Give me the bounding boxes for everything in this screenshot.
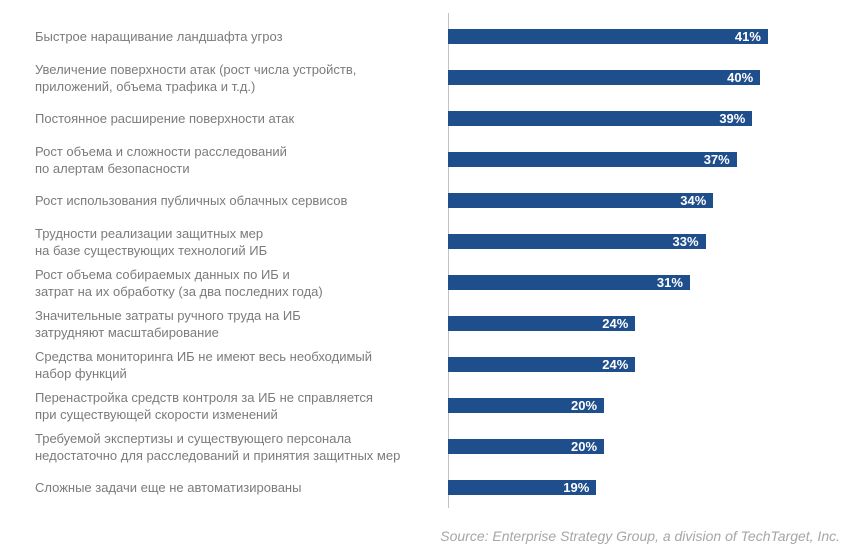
bar-row: Рост объема собираемых данных по ИБ и за… (0, 262, 846, 303)
bar-area: 39% (448, 111, 846, 126)
bar: 24% (448, 357, 636, 372)
bar-area: 37% (448, 152, 846, 167)
bar-row: Средства мониторинга ИБ не имеют весь не… (0, 344, 846, 385)
category-label: Рост использования публичных облачных се… (35, 193, 348, 208)
value-label: 34% (680, 193, 707, 208)
bar: 39% (448, 111, 753, 126)
value-label: 31% (656, 275, 683, 290)
bar-area: 40% (448, 70, 846, 85)
bar: 40% (448, 70, 761, 85)
bar: 19% (448, 480, 597, 495)
bar-row: Сложные задачи еще не автоматизированы 1… (0, 467, 846, 508)
category-label: Средства мониторинга ИБ не имеют весь не… (35, 348, 373, 381)
bar: 34% (448, 193, 714, 208)
bar-area: 20% (448, 439, 846, 454)
value-label: 39% (719, 111, 746, 126)
bar-area: 34% (448, 193, 846, 208)
value-label: 24% (602, 357, 629, 372)
value-label: 41% (734, 29, 761, 44)
category-label: Трудности реализации защитных мер на баз… (35, 225, 268, 258)
bar-row: Рост использования публичных облачных се… (0, 180, 846, 221)
category-label: Сложные задачи еще не автоматизированы (35, 480, 302, 495)
bar: 31% (448, 275, 690, 290)
value-label: 33% (672, 234, 699, 249)
bar-row: Требуемой экспертизы и существующего пер… (0, 426, 846, 467)
category-label: Рост объема и сложности расследований по… (35, 143, 287, 176)
category-label: Значительные затраты ручного труда на ИБ… (35, 307, 301, 340)
bar-row: Рост объема и сложности расследований по… (0, 139, 846, 180)
value-label: 19% (563, 480, 590, 495)
category-label: Перенастройка средств контроля за ИБ не … (35, 389, 373, 422)
bar-row: Значительные затраты ручного труда на ИБ… (0, 303, 846, 344)
bar: 33% (448, 234, 706, 249)
bar: 20% (448, 398, 605, 413)
bar: 41% (448, 29, 768, 44)
bar-chart: Быстрое наращивание ландшафта угроз 41% … (0, 13, 846, 508)
bar-row: Постоянное расширение поверхности атак 3… (0, 98, 846, 139)
bar: 37% (448, 152, 737, 167)
bar-area: 41% (448, 29, 846, 44)
bar-row: Перенастройка средств контроля за ИБ не … (0, 385, 846, 426)
source-attribution: Source: Enterprise Strategy Group, a div… (440, 528, 840, 544)
bar-row: Быстрое наращивание ландшафта угроз 41% (0, 16, 846, 57)
category-label: Рост объема собираемых данных по ИБ и за… (35, 266, 323, 299)
bar-area: 24% (448, 316, 846, 331)
value-label: 40% (727, 70, 754, 85)
value-label: 20% (571, 398, 598, 413)
value-label: 24% (602, 316, 629, 331)
bar-row: Трудности реализации защитных мер на баз… (0, 221, 846, 262)
bar-area: 20% (448, 398, 846, 413)
value-label: 37% (703, 152, 730, 167)
bar-area: 19% (448, 480, 846, 495)
axis-baseline (448, 13, 449, 508)
bar-area: 33% (448, 234, 846, 249)
value-label: 20% (571, 439, 598, 454)
bar-area: 31% (448, 275, 846, 290)
category-label: Увеличение поверхности атак (рост числа … (35, 61, 357, 94)
chart-rows: Быстрое наращивание ландшафта угроз 41% … (0, 16, 846, 508)
category-label: Постоянное расширение поверхности атак (35, 111, 295, 126)
bar-area: 24% (448, 357, 846, 372)
bar: 20% (448, 439, 605, 454)
bar-row: Увеличение поверхности атак (рост числа … (0, 57, 846, 98)
bar: 24% (448, 316, 636, 331)
category-label: Быстрое наращивание ландшафта угроз (35, 29, 283, 44)
category-label: Требуемой экспертизы и существующего пер… (35, 430, 401, 463)
